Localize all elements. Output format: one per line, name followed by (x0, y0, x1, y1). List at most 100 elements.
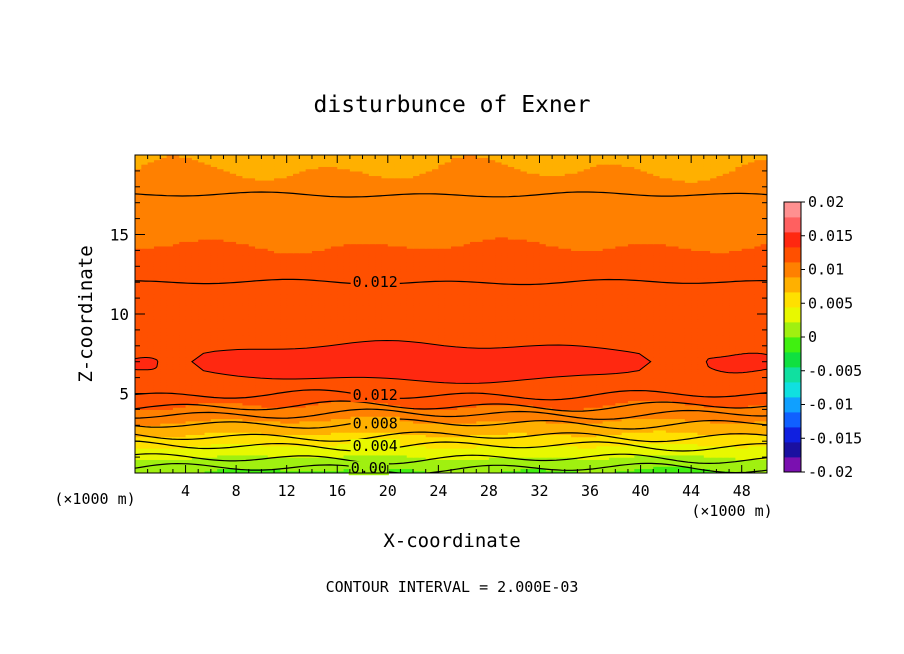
band-cell (236, 423, 244, 426)
band-cell (330, 382, 338, 386)
band-cell (457, 452, 465, 456)
band-cell (526, 398, 534, 401)
band-cell (330, 413, 338, 417)
band-cell (400, 427, 408, 431)
band-cell (482, 407, 490, 410)
band-cell (609, 423, 616, 426)
band-cell (469, 463, 477, 467)
band-cell (469, 429, 477, 433)
band-cell (571, 425, 578, 429)
band-cell (520, 459, 528, 463)
band-cell (381, 432, 389, 435)
band-cell (697, 452, 705, 456)
band-cell (267, 402, 275, 406)
band-cell (691, 463, 699, 467)
band-cell (362, 454, 370, 458)
band-cell (634, 404, 642, 408)
band-cell (703, 373, 711, 376)
band-cell (311, 429, 319, 433)
band-cell (293, 379, 300, 383)
band-cell (665, 379, 673, 383)
band-cell (261, 391, 269, 395)
band-cell (558, 427, 566, 431)
band-cell (425, 463, 433, 467)
band-cell (457, 443, 465, 447)
band-cell (596, 391, 604, 395)
band-cell (691, 450, 699, 454)
band-cell (400, 457, 408, 460)
band-cell (147, 388, 155, 392)
band-cell (286, 436, 294, 440)
band-cell (425, 432, 433, 435)
band-cell (735, 379, 743, 383)
band-cell (583, 402, 591, 406)
band-cell (634, 434, 642, 438)
band-cell (640, 393, 648, 397)
band-cell (716, 441, 724, 445)
band-cell (539, 418, 547, 422)
band-cell (185, 388, 193, 392)
band-cell (609, 470, 616, 473)
band-cell (678, 379, 686, 383)
band-cell (514, 393, 522, 397)
band-cell (583, 382, 591, 386)
band-cell (678, 468, 686, 472)
band-cell (185, 359, 193, 363)
band-cell (501, 443, 509, 447)
band-cell (602, 393, 610, 397)
band-cell (185, 441, 193, 445)
band-cell (153, 423, 161, 426)
band-cell (697, 432, 705, 435)
band-cell (337, 404, 345, 408)
band-cell (135, 395, 142, 399)
band-cell (255, 450, 262, 454)
band-cell (274, 411, 281, 415)
band-cell (191, 402, 199, 406)
band-cell (305, 436, 313, 440)
band-cell (741, 382, 749, 386)
band-cell (722, 448, 730, 451)
band-cell (526, 448, 534, 451)
band-cell (697, 400, 705, 404)
band-cell (299, 418, 307, 422)
band-cell (166, 375, 174, 379)
band-cell (590, 386, 597, 390)
band-cell (640, 452, 648, 456)
band-cell (659, 434, 667, 438)
band-cell (236, 429, 244, 433)
band-cell (267, 411, 275, 415)
band-cell (172, 429, 180, 433)
band-cell (198, 400, 206, 404)
band-cell (703, 429, 711, 433)
band-cell (754, 395, 762, 399)
band-cell (596, 438, 604, 442)
band-cell (419, 441, 427, 445)
band-cell (571, 470, 578, 473)
band-cell (248, 423, 256, 426)
band-cell (754, 418, 762, 422)
band-cell (596, 461, 604, 465)
band-cell (153, 459, 161, 463)
band-cell (665, 395, 673, 399)
band-cell (539, 382, 547, 386)
band-cell (469, 461, 477, 465)
band-cell (577, 384, 585, 388)
band-cell (754, 429, 762, 433)
band-cell (760, 411, 767, 415)
band-cell (741, 402, 749, 406)
band-cell (166, 432, 174, 435)
band-cell (703, 413, 711, 417)
band-cell (545, 436, 553, 440)
band-cell (722, 416, 730, 420)
band-cell (533, 384, 541, 388)
band-cell (533, 411, 541, 415)
band-cell (419, 391, 427, 395)
band-cell (318, 461, 326, 465)
band-cell (229, 418, 237, 422)
band-cell (672, 470, 680, 473)
band-cell (166, 398, 174, 401)
band-cell (166, 459, 174, 463)
band-cell (223, 375, 231, 379)
band-cell (577, 379, 585, 383)
band-cell (672, 375, 680, 379)
